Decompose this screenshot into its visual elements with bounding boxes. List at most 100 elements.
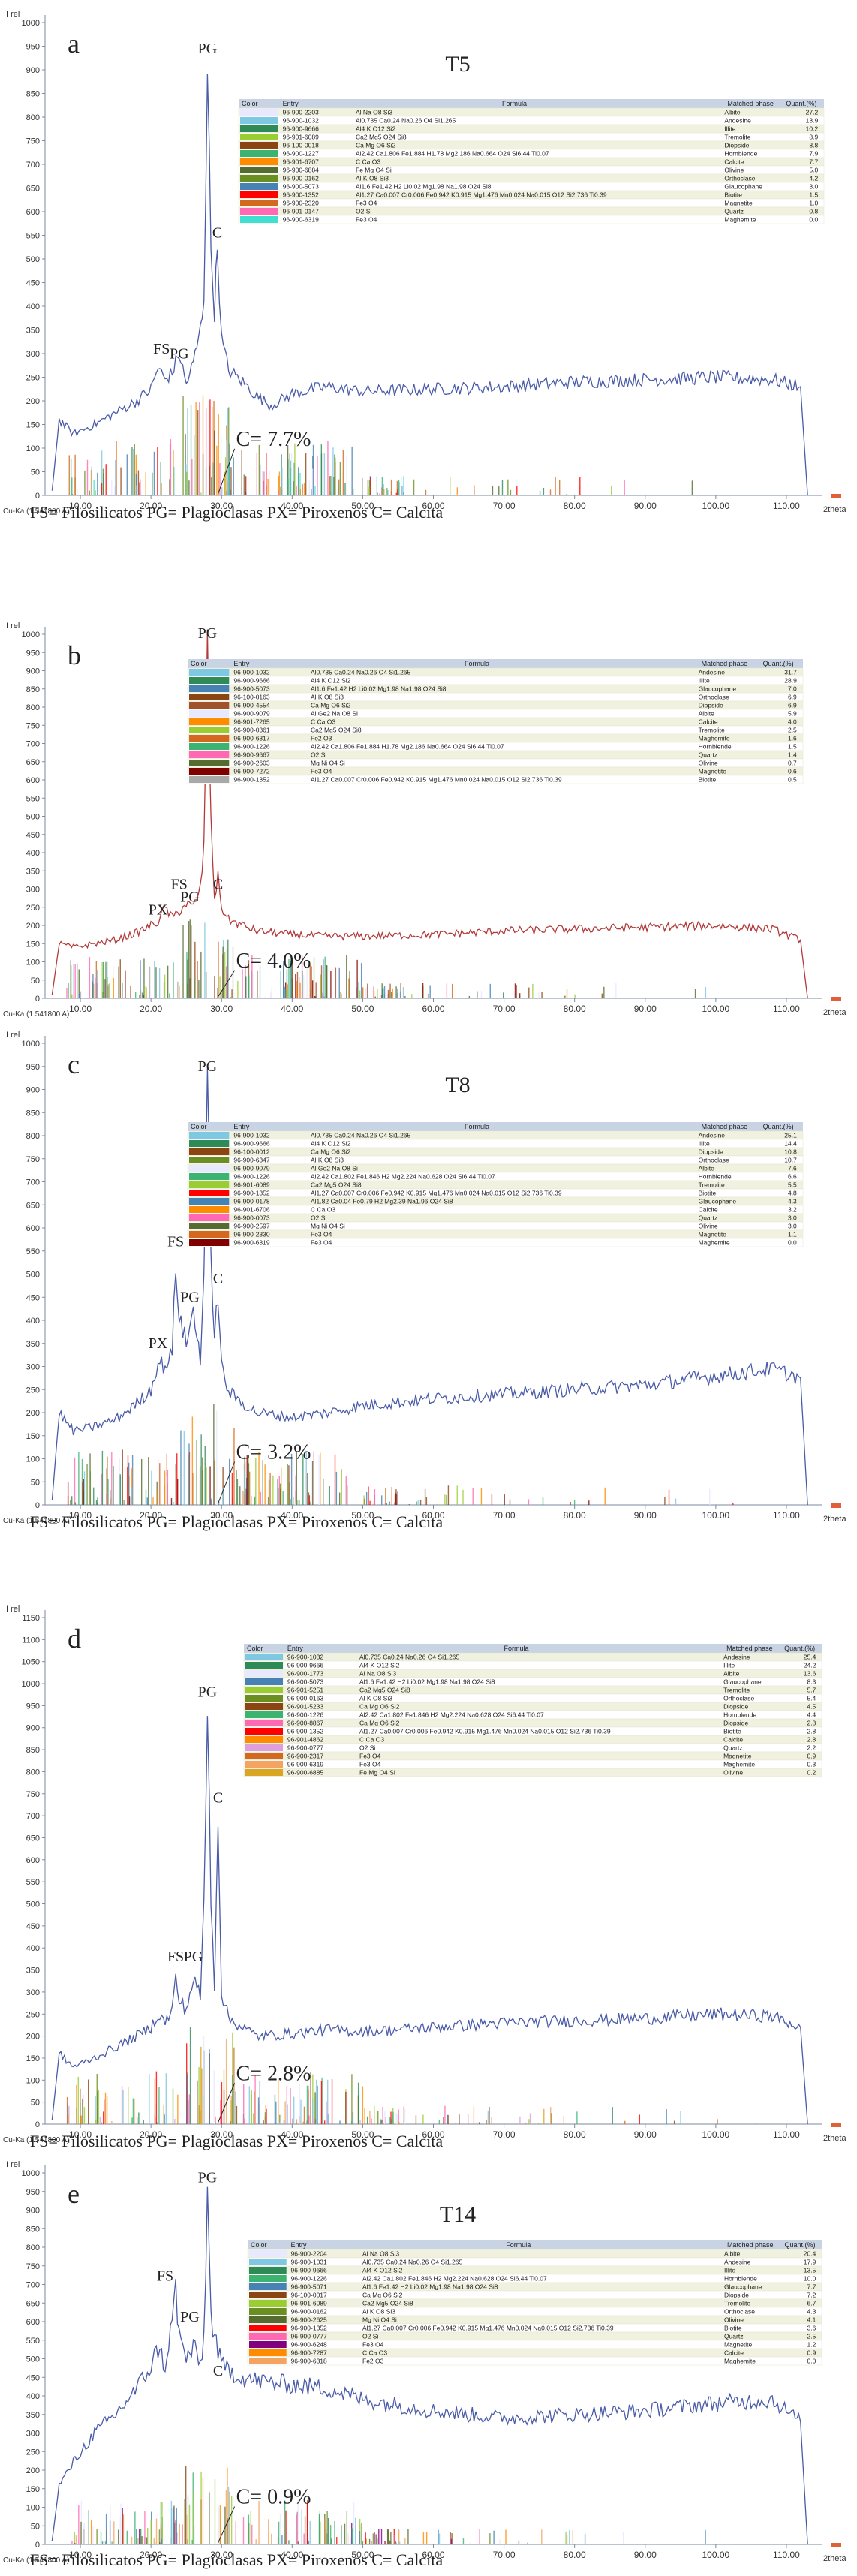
x-tick-label: 60.00 xyxy=(422,1004,444,1014)
phase-color-swatch xyxy=(240,125,278,132)
phase-table-row: 96-900-1352 Al1.27 Ca0.007 Cr0.006 Fe0.94… xyxy=(247,2323,822,2333)
phase-color-swatch xyxy=(240,117,278,124)
phase-quant: 4.0 xyxy=(788,718,797,726)
phase-color-swatch xyxy=(189,743,230,750)
phase-color-swatch xyxy=(189,694,230,700)
radiation-source-label: Cu-Ka (1.541800 A) xyxy=(3,2556,69,2565)
y-tick-label: 850 xyxy=(26,1109,40,1118)
phase-entry: 96-900-2597 xyxy=(233,1223,269,1230)
phase-formula: Al Ge2 Na O8 Si xyxy=(311,710,358,718)
phase-formula: Ca Mg O6 Si2 xyxy=(359,1720,400,1727)
phase-color-swatch xyxy=(240,183,278,190)
phase-table-header-quant: Quant.(%) xyxy=(763,1123,794,1130)
phase-color-swatch xyxy=(189,677,230,684)
phase-table-row: 96-900-9667 O2 Si Quartz 1.4 xyxy=(187,750,804,760)
phase-row-bg xyxy=(243,1660,822,1670)
phase-table-header-phase: Matched phase xyxy=(702,660,748,667)
phase-formula: Al4 K O12 Si2 xyxy=(362,2267,403,2274)
phase-quant: 5.9 xyxy=(788,710,797,718)
y-axis-title: I rel xyxy=(6,621,20,630)
y-tick-label: 750 xyxy=(26,2262,40,2271)
xrd-trace-line xyxy=(51,1716,808,2125)
phase-entry: 96-900-0178 xyxy=(233,1198,269,1205)
phase-entry: 96-900-9666 xyxy=(287,1662,323,1669)
phase-table-row: 96-900-0777 O2 Si Quartz 2.2 xyxy=(243,1743,822,1753)
phase-quant: 14.4 xyxy=(784,1140,797,1148)
peak-label: PG xyxy=(180,2309,200,2325)
phase-quant: 3.0 xyxy=(788,1223,797,1230)
peak-label: PG xyxy=(180,889,200,905)
phase-name: Illite xyxy=(699,677,710,685)
x-tick-label: 90.00 xyxy=(634,2550,657,2560)
y-tick-label: 450 xyxy=(26,2373,40,2382)
y-tick-label: 750 xyxy=(26,721,40,730)
phase-formula: Fe3 O4 xyxy=(311,1231,332,1238)
x-tick-label: 30.00 xyxy=(210,2129,233,2140)
y-tick-label: 50 xyxy=(31,1478,40,1487)
phase-color-swatch xyxy=(189,727,230,733)
phase-name: Magnetite xyxy=(699,768,727,775)
phase-table-row: 96-900-1773 Al Na O8 Si3 Albite 13.6 xyxy=(243,1669,822,1678)
phase-color-swatch xyxy=(249,2333,287,2340)
phase-quant: 0.3 xyxy=(807,1761,816,1768)
phase-table-header-entry: Entry xyxy=(291,2241,308,2249)
x-tick-label: 90.00 xyxy=(634,501,657,511)
phase-row-bg xyxy=(238,124,825,134)
peak-label: C xyxy=(213,2363,223,2379)
y-tick-label: 500 xyxy=(26,1271,40,1280)
phase-quant: 0.0 xyxy=(788,1239,797,1247)
phase-formula: Mg Ni O4 Si xyxy=(311,1223,345,1230)
phase-entry: 96-900-1031 xyxy=(291,2259,327,2266)
phase-quant: 3.2 xyxy=(788,1206,797,1214)
phase-name: Andesine xyxy=(723,1654,750,1661)
phase-table-row: 96-900-5073 Al1.6 Fe1.42 H2 Li0.02 Mg1.98… xyxy=(187,684,804,694)
phase-color-swatch xyxy=(245,1753,284,1759)
y-tick-label: 250 xyxy=(26,904,40,913)
phase-name: Calcite xyxy=(723,1736,743,1744)
phase-quant: 1.0 xyxy=(809,200,818,207)
y-tick-label: 400 xyxy=(26,849,40,858)
y-tick-label: 500 xyxy=(26,255,40,264)
y-tick-label: 400 xyxy=(26,1944,40,1953)
phase-table-row: 96-900-6318 Fe2 O3 Maghemite 0.0 xyxy=(247,2356,822,2366)
phase-quant: 2.5 xyxy=(788,727,797,734)
phase-color-swatch xyxy=(245,1769,284,1776)
y-tick-label: 1050 xyxy=(22,1658,40,1667)
phase-row-bg xyxy=(187,1238,804,1247)
phase-name: Orthoclase xyxy=(699,694,729,701)
phase-table-header-phase: Matched phase xyxy=(727,100,774,107)
phase-color-swatch xyxy=(245,1695,284,1702)
phase-table-row: 96-900-1227 Al2.42 Ca1.806 Fe1.884 H1.78 … xyxy=(238,149,825,158)
radiation-source-label: Cu-Ka (1.541800 A) xyxy=(3,2136,69,2144)
phase-entry: 96-900-1352 xyxy=(287,1728,323,1735)
y-tick-label: 400 xyxy=(26,302,40,311)
phase-quant: 10.2 xyxy=(806,125,819,133)
phase-formula: Ca Mg O6 Si2 xyxy=(359,1703,400,1711)
phase-name: Biotite xyxy=(724,2325,742,2332)
y-tick-label: 900 xyxy=(26,66,40,75)
phase-quant: 13.9 xyxy=(806,117,819,125)
phase-table-row: 96-901-6089 Ca2 Mg5 O24 Si8 Tremolite 8.9 xyxy=(238,132,825,142)
phase-table-row: 96-900-9666 Al4 K O12 Si2 Illite 14.4 xyxy=(187,1139,804,1148)
phase-table-header-formula: Formula xyxy=(506,2241,531,2249)
phase-color-swatch xyxy=(189,1198,230,1205)
phase-color-swatch xyxy=(245,1744,284,1751)
phase-quant: 1.2 xyxy=(807,2341,816,2349)
y-tick-label: 850 xyxy=(26,1746,40,1755)
y-tick-label: 300 xyxy=(26,2430,40,2439)
y-tick-label: 600 xyxy=(26,1224,40,1233)
phase-name: Quartz xyxy=(699,1214,718,1222)
phase-table-row: 96-900-1352 Al1.27 Ca0.007 Cr0.006 Fe0.94… xyxy=(238,190,825,200)
phase-formula: Al K O8 Si3 xyxy=(311,694,344,701)
phase-formula: Al4 K O12 Si2 xyxy=(311,677,351,685)
phase-table-row: 96-900-9666 Al4 K O12 Si2 Illite 10.2 xyxy=(238,124,825,134)
phase-quant: 8.3 xyxy=(807,1678,816,1686)
sample-title: T14 xyxy=(440,2202,476,2227)
phase-quant: 5.7 xyxy=(807,1687,816,1694)
phase-table-row: 96-900-9666 Al4 K O12 Si2 Illite 28.9 xyxy=(187,676,804,685)
y-axis-title: I rel xyxy=(6,2160,20,2169)
x-tick-label: 40.00 xyxy=(281,2129,303,2140)
phase-table-row: 96-901-4862 C Ca O3 Calcite 2.8 xyxy=(243,1735,822,1744)
phase-color-swatch xyxy=(189,751,230,758)
y-tick-label: 50 xyxy=(31,977,40,986)
